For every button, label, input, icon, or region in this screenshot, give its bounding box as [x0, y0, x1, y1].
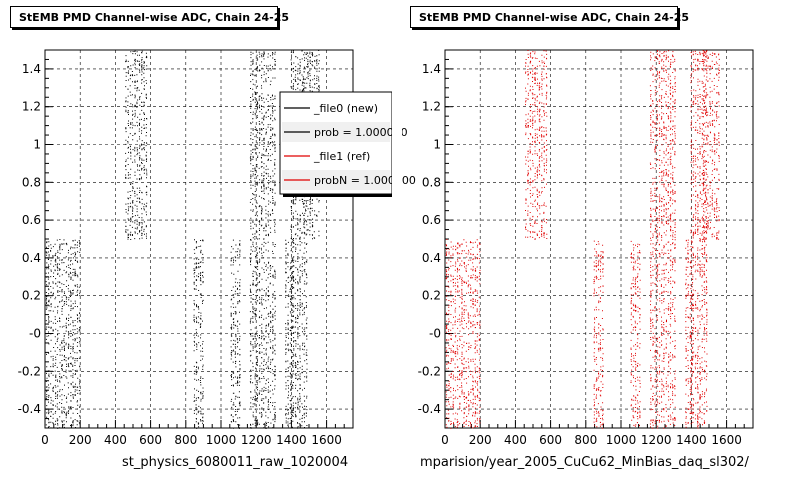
legend-label: probN = 1.000000 [314, 174, 416, 187]
x-tick-label: 0 [41, 433, 49, 447]
x-tick-label: 600 [539, 433, 562, 447]
x-tick-label: 800 [174, 433, 197, 447]
y-tick-label: 1.4 [22, 62, 41, 76]
grid [445, 50, 753, 428]
point-band [593, 240, 604, 429]
point-band [249, 51, 276, 430]
x-tick-label: 1200 [241, 433, 272, 447]
data-point [125, 50, 148, 240]
right-chart-panel: 0 200 400 600 800 1000 1200 1400 1600 -0.4 -0.2 -0 0… [418, 49, 754, 447]
y-tick-label: -0.4 [18, 402, 41, 416]
x-tick-label: 800 [574, 433, 597, 447]
x-tick-label: 1000 [206, 433, 237, 447]
x-tick-label: 1400 [276, 433, 307, 447]
y-tick-label: 1.2 [422, 100, 441, 114]
data-point [685, 239, 694, 428]
point-band [125, 50, 148, 240]
y-tick-label: 0.4 [422, 251, 441, 265]
data-point [45, 239, 81, 429]
x-tick-label: 1200 [641, 433, 672, 447]
point-band [193, 239, 204, 429]
y-tick-label: -0.2 [418, 364, 441, 378]
right-chart-title: StEMB PMD Channel-wise ADC, Chain 24-25 [410, 6, 689, 28]
point-band [525, 50, 548, 240]
x-tick-label: 600 [139, 433, 162, 447]
point-band [230, 239, 241, 429]
legend-label: prob = 1.000000 [314, 126, 408, 139]
data-point [593, 240, 604, 429]
y-tick-label: -0 [29, 327, 41, 341]
y-tick-label: 1 [433, 138, 441, 152]
y-tick-label: 0.4 [22, 251, 41, 265]
plot-frame [444, 49, 754, 429]
y-tick-label: 1 [33, 138, 41, 152]
right-x-axis-label: mparision/year_2005_CuCu62_MinBias_daq_s… [420, 455, 749, 470]
legend-label: _file1 (ref) [313, 150, 370, 163]
y-tick-label: -0.2 [18, 364, 41, 378]
data-point [230, 239, 241, 429]
legend-label: _file0 (new) [313, 102, 378, 115]
left-chart-title: StEMB PMD Channel-wise ADC, Chain 24-25 [10, 6, 289, 28]
series-points [445, 50, 720, 429]
y-tick-label: -0.4 [418, 402, 441, 416]
x-tick-label: 1600 [311, 433, 342, 447]
data-point [525, 50, 548, 240]
x-tick-label: 0 [441, 433, 449, 447]
y-tick-label: 0.2 [22, 289, 41, 303]
y-tick-label: 0.2 [422, 289, 441, 303]
x-tick-label: 1400 [676, 433, 707, 447]
y-tick-label: 0.6 [422, 213, 441, 227]
point-band [630, 240, 641, 427]
x-tick-label: 1600 [711, 433, 742, 447]
x-tick-label: 400 [504, 433, 527, 447]
y-tick-label: -0 [429, 327, 441, 341]
legend-row-bg [282, 122, 390, 142]
data-point [249, 51, 276, 430]
x-tick-label: 200 [469, 433, 492, 447]
legend-row-bg [282, 170, 390, 190]
y-tick-label: 1.4 [422, 62, 441, 76]
left-chart-panel: 0 200 400 600 800 1000 1200 1400 1600 -0.4 -0.2 -0 0… [18, 49, 416, 447]
y-tick-label: 0.6 [22, 213, 41, 227]
legend: _file0 (new) prob = 1.000000 _file1 (ref) p… [279, 90, 416, 200]
y-tick-label: 0.8 [22, 175, 41, 189]
x-tick-label: 1000 [606, 433, 637, 447]
pad-edge-mask [392, 90, 402, 200]
data-point [630, 240, 641, 427]
x-tick-label: 400 [104, 433, 127, 447]
y-tick-label: 1.2 [22, 100, 41, 114]
y-tick-label: 0.8 [422, 175, 441, 189]
series-points [45, 50, 320, 430]
x-tick-label: 200 [69, 433, 92, 447]
left-x-axis-label: st_physics_6080011_raw_1020004 [122, 455, 349, 470]
data-point [193, 239, 204, 429]
point-band [685, 239, 694, 428]
point-band [45, 239, 81, 429]
